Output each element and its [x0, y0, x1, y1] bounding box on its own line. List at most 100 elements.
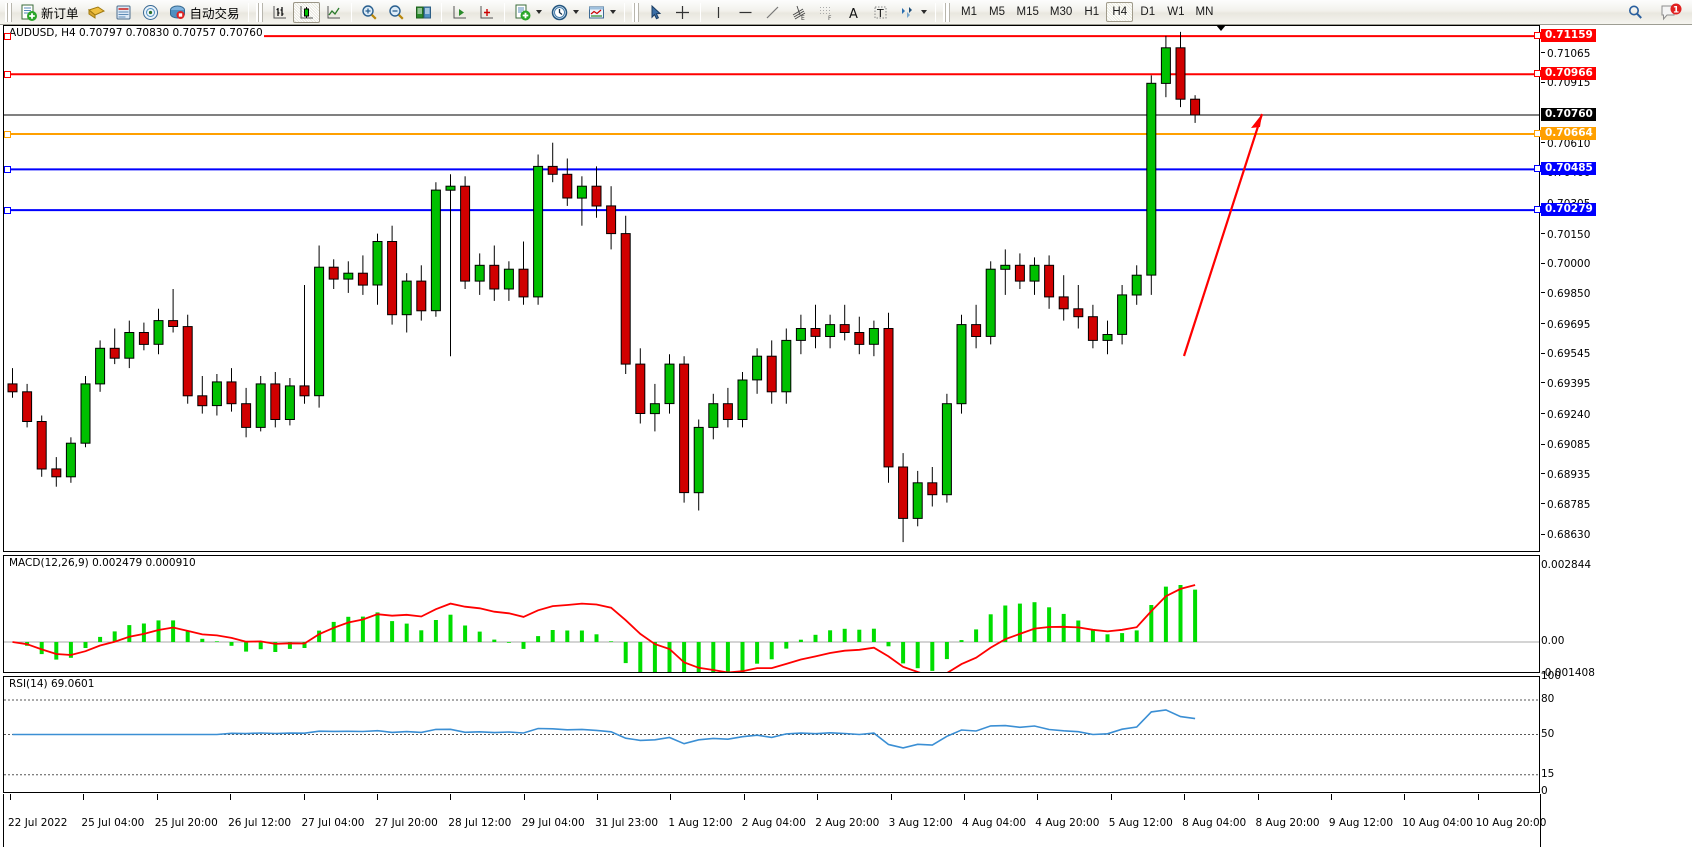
timeframe-h4[interactable]: H4 — [1106, 2, 1134, 22]
text-label-button[interactable]: T — [867, 2, 894, 23]
level-handle[interactable] — [1534, 129, 1541, 137]
bar-chart-button[interactable] — [266, 2, 293, 23]
timeframe-w1[interactable]: W1 — [1167, 6, 1185, 18]
price-tag-support[interactable]: 0.70485 — [1541, 161, 1596, 175]
line-chart-icon — [324, 3, 343, 22]
timeframe-mn[interactable]: MN — [1195, 6, 1214, 18]
level-handle-left[interactable] — [4, 130, 11, 138]
briefcase-button[interactable] — [83, 2, 110, 23]
price-tick: 0.68785 — [1541, 499, 1590, 511]
timeframe-m15[interactable]: M15 — [1016, 6, 1039, 18]
chart-area[interactable]: AUDUSD, H4 0.70797 0.70830 0.70757 0.707… — [0, 25, 1692, 847]
price-tag-pivot[interactable]: 0.70664 — [1541, 126, 1596, 140]
timeframe-m5[interactable]: M5 — [989, 6, 1006, 18]
timeframe-m1[interactable]: M1 — [961, 6, 978, 18]
toolbar-grip-2[interactable] — [255, 2, 263, 22]
level-handle[interactable] — [1534, 205, 1541, 213]
horizontal-line-button[interactable] — [732, 2, 759, 23]
level-handle[interactable] — [1534, 69, 1541, 77]
vertical-line-button[interactable] — [705, 2, 732, 23]
chart-shift-button[interactable] — [473, 2, 500, 23]
cursor-button[interactable] — [642, 2, 669, 23]
time-tick: 27 Jul 20:00 — [374, 817, 438, 829]
time-mark — [83, 794, 85, 800]
rsi-tick: 50 — [1541, 727, 1555, 740]
shapes-button[interactable] — [894, 2, 931, 23]
time-mark — [523, 794, 525, 800]
period-button[interactable] — [546, 2, 583, 23]
zoom-in-button[interactable] — [356, 2, 383, 23]
time-tick: 25 Jul 20:00 — [154, 817, 218, 829]
candlestick-chart-button[interactable] — [292, 1, 320, 23]
expert-advisor-icon — [168, 3, 187, 22]
tick-dash — [1541, 352, 1545, 354]
price-tag-resistance[interactable]: 0.70966 — [1541, 66, 1596, 80]
level-handle-left[interactable] — [4, 32, 11, 40]
data-window-button[interactable] — [410, 2, 437, 23]
line-chart-button[interactable] — [320, 2, 347, 23]
time-tick: 4 Aug 20:00 — [1035, 817, 1100, 829]
macd-label: MACD(12,26,9) 0.002479 0.000910 — [8, 557, 197, 569]
tick-dash — [1541, 262, 1545, 264]
timeframe-d1[interactable]: D1 — [1140, 6, 1156, 18]
trendline-button[interactable] — [759, 2, 786, 23]
svg-text:F: F — [828, 15, 832, 22]
toolbar-separator-5 — [623, 2, 625, 22]
terminal-icon — [114, 3, 133, 22]
level-handle-left[interactable] — [4, 165, 11, 173]
macd-pane[interactable]: MACD(12,26,9) 0.002479 0.000910 — [3, 555, 1540, 673]
auto-scroll-button[interactable] — [446, 2, 473, 23]
crosshair-button[interactable] — [669, 2, 696, 23]
price-pane[interactable]: AUDUSD, H4 0.70797 0.70830 0.70757 0.707… — [3, 25, 1540, 552]
toolbar-separator-7 — [934, 2, 936, 22]
templates-button[interactable] — [583, 2, 620, 23]
symbol-label: AUDUSD, H4 0.70797 0.70830 0.70757 0.707… — [8, 27, 264, 39]
search-icon[interactable] — [1626, 3, 1645, 22]
terminal-button[interactable] — [110, 2, 137, 23]
data-window-icon — [414, 3, 433, 22]
time-tick: 31 Jul 23:00 — [595, 817, 659, 829]
price-tag-resistance[interactable]: 0.71159 — [1541, 28, 1596, 42]
price-tick: 0.69085 — [1541, 439, 1590, 451]
channel-button[interactable]: F — [813, 2, 840, 23]
briefcase-icon — [87, 3, 106, 22]
time-mark — [450, 794, 452, 800]
level-handle-left[interactable] — [4, 206, 11, 214]
tick-dash — [1541, 503, 1545, 504]
level-handle[interactable] — [1534, 164, 1541, 172]
timeframe-h1[interactable]: H1 — [1084, 6, 1100, 18]
price-tick: 0.70150 — [1541, 229, 1590, 241]
level-handle[interactable] — [1534, 31, 1541, 39]
zoom-out-button[interactable] — [383, 2, 410, 23]
time-tick: 2 Aug 20:00 — [815, 817, 880, 829]
price-tag-current-price[interactable]: 0.70760 — [1541, 107, 1596, 121]
time-tick: 8 Aug 20:00 — [1255, 817, 1320, 829]
toolbar-grip[interactable] — [5, 2, 12, 22]
text-button[interactable]: A — [840, 2, 867, 23]
price-scale[interactable]: 0.710650.709150.707600.706100.704600.703… — [1534, 25, 1692, 847]
tick-dash — [1541, 142, 1545, 144]
rsi-tick: 0 — [1541, 785, 1548, 797]
price-tag-support[interactable]: 0.70279 — [1541, 202, 1596, 216]
time-scale[interactable]: 22 Jul 2022 25 Jul 04:00 25 Jul 20:00 26 Ju… — [3, 794, 1546, 847]
indicators-button[interactable] — [509, 2, 546, 23]
toolbar-grip-4[interactable] — [942, 2, 950, 22]
toolbar-grip-3[interactable] — [631, 2, 639, 22]
level-handle-left[interactable] — [4, 70, 11, 78]
time-tick: 28 Jul 12:00 — [448, 817, 512, 829]
alerts-icon[interactable]: 1 — [1659, 3, 1683, 22]
rsi-pane[interactable]: RSI(14) 69.0601 — [3, 676, 1540, 793]
navigator-button[interactable] — [137, 2, 164, 23]
timeframe-m30[interactable]: M30 — [1049, 6, 1073, 18]
price-candles — [4, 31, 1539, 543]
auto-trading-button[interactable]: 自动交易 — [164, 2, 244, 23]
new-order-button[interactable]: 新订单 — [15, 2, 83, 23]
text-icon: A — [844, 3, 863, 22]
chart-shift-icon — [477, 3, 496, 22]
time-mark — [1037, 794, 1039, 800]
channel-icon: F — [817, 3, 836, 22]
macd-tick: 0.002844 — [1541, 559, 1592, 571]
fibonacci-button[interactable]: E — [786, 2, 813, 23]
macd-pane-inner — [4, 556, 1539, 672]
chevron-down-icon — [609, 10, 616, 14]
